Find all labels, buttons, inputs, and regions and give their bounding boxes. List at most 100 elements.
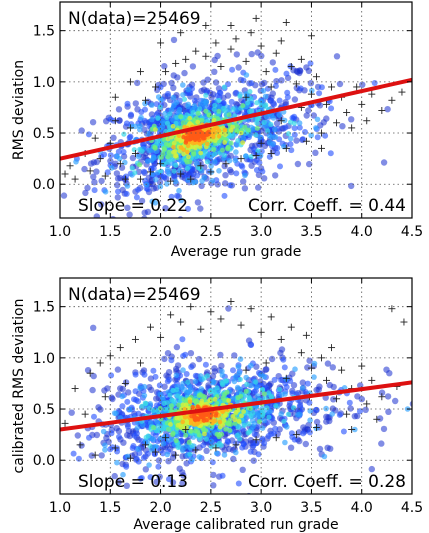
density-point [135,168,143,176]
density-point [266,390,272,396]
density-point [236,370,243,376]
density-point [84,184,91,192]
density-point [133,194,140,201]
density-point [165,458,172,465]
density-point [239,163,246,170]
regression-line [60,380,412,432]
density-point [240,140,246,146]
density-point [278,377,285,383]
density-point [251,388,258,395]
outlier-point [262,68,270,76]
density-point [322,132,329,139]
outlier-point [237,321,245,329]
density-point [250,457,257,464]
ndata-annotation-top: N(data)=25469 [68,9,201,29]
outlier-point [131,335,139,343]
outlier-point [267,83,275,91]
density-point [178,114,184,120]
density-point [197,373,204,379]
density-point [253,167,260,173]
outlier-point [363,400,371,408]
density-point [188,171,195,178]
density-point [166,171,172,177]
density-point [129,165,135,171]
density-point [270,115,277,121]
outlier-point [157,333,165,341]
density-point [253,157,260,163]
density-point [150,185,157,192]
density-point [207,398,213,403]
density-point [292,366,298,373]
density-point [262,366,269,373]
density-point [333,53,341,60]
density-point [220,422,226,428]
density-point [141,371,148,378]
density-point [313,406,320,413]
density-point [254,120,260,126]
outlier-point [267,313,275,321]
density-point [180,367,186,373]
density-point [296,411,303,418]
density-point [111,472,118,480]
density-point [155,463,162,470]
density-point [219,380,225,386]
density-point [93,213,100,218]
density-point [299,385,306,391]
density-point [296,437,303,445]
density-point [235,138,241,144]
density-point [183,371,190,377]
density-point [221,452,228,458]
density-point [143,182,150,188]
chart-panel-top: 1.0 1.5 2.0 2.5 3.0 3.5 4.0 4.5 0.0 0.5 1.0 1.5 N(… [11,1,423,260]
density-point [294,160,302,168]
density-point [246,127,251,133]
density-point [173,372,180,379]
density-point [137,162,143,168]
density-point [339,123,346,130]
outlier-point [76,441,84,449]
density-point [283,70,290,77]
density-point [104,385,111,392]
outlier-point [400,318,408,326]
density-point [165,369,173,376]
outlier-point [338,366,346,374]
density-point [171,168,177,174]
density-point [221,84,227,90]
density-point [193,135,198,141]
density-point [202,361,209,368]
density-point [141,249,147,255]
density-point [90,372,97,380]
density-point [89,386,96,394]
density-point [137,475,144,482]
y-tick-label: 1.5 [33,300,55,316]
density-point [210,482,217,489]
density-point [187,350,195,357]
density-point [141,383,148,390]
density-point [226,157,233,164]
density-point [168,357,175,364]
x-tick-label: 2.0 [149,224,171,240]
outlier-point [86,167,94,175]
density-point [157,126,163,133]
density-point [88,452,96,459]
outlier-point [323,376,331,384]
density-point [211,106,217,112]
density-point [384,393,392,400]
y-tick-label: 1.5 [33,24,55,40]
density-point [73,159,79,165]
density-point [246,394,252,400]
plot-frame-bottom [59,277,413,495]
density-point [233,149,239,155]
density-point [306,429,313,436]
density-point [182,124,187,130]
density-point [190,140,196,146]
density-point [184,159,190,165]
density-point [225,305,232,312]
density-point [254,125,260,131]
density-point [191,422,197,427]
outlier-point [126,454,134,462]
density-point [151,451,158,458]
outlier-point [398,88,406,96]
density-point [146,147,152,154]
outlier-point [252,436,260,444]
